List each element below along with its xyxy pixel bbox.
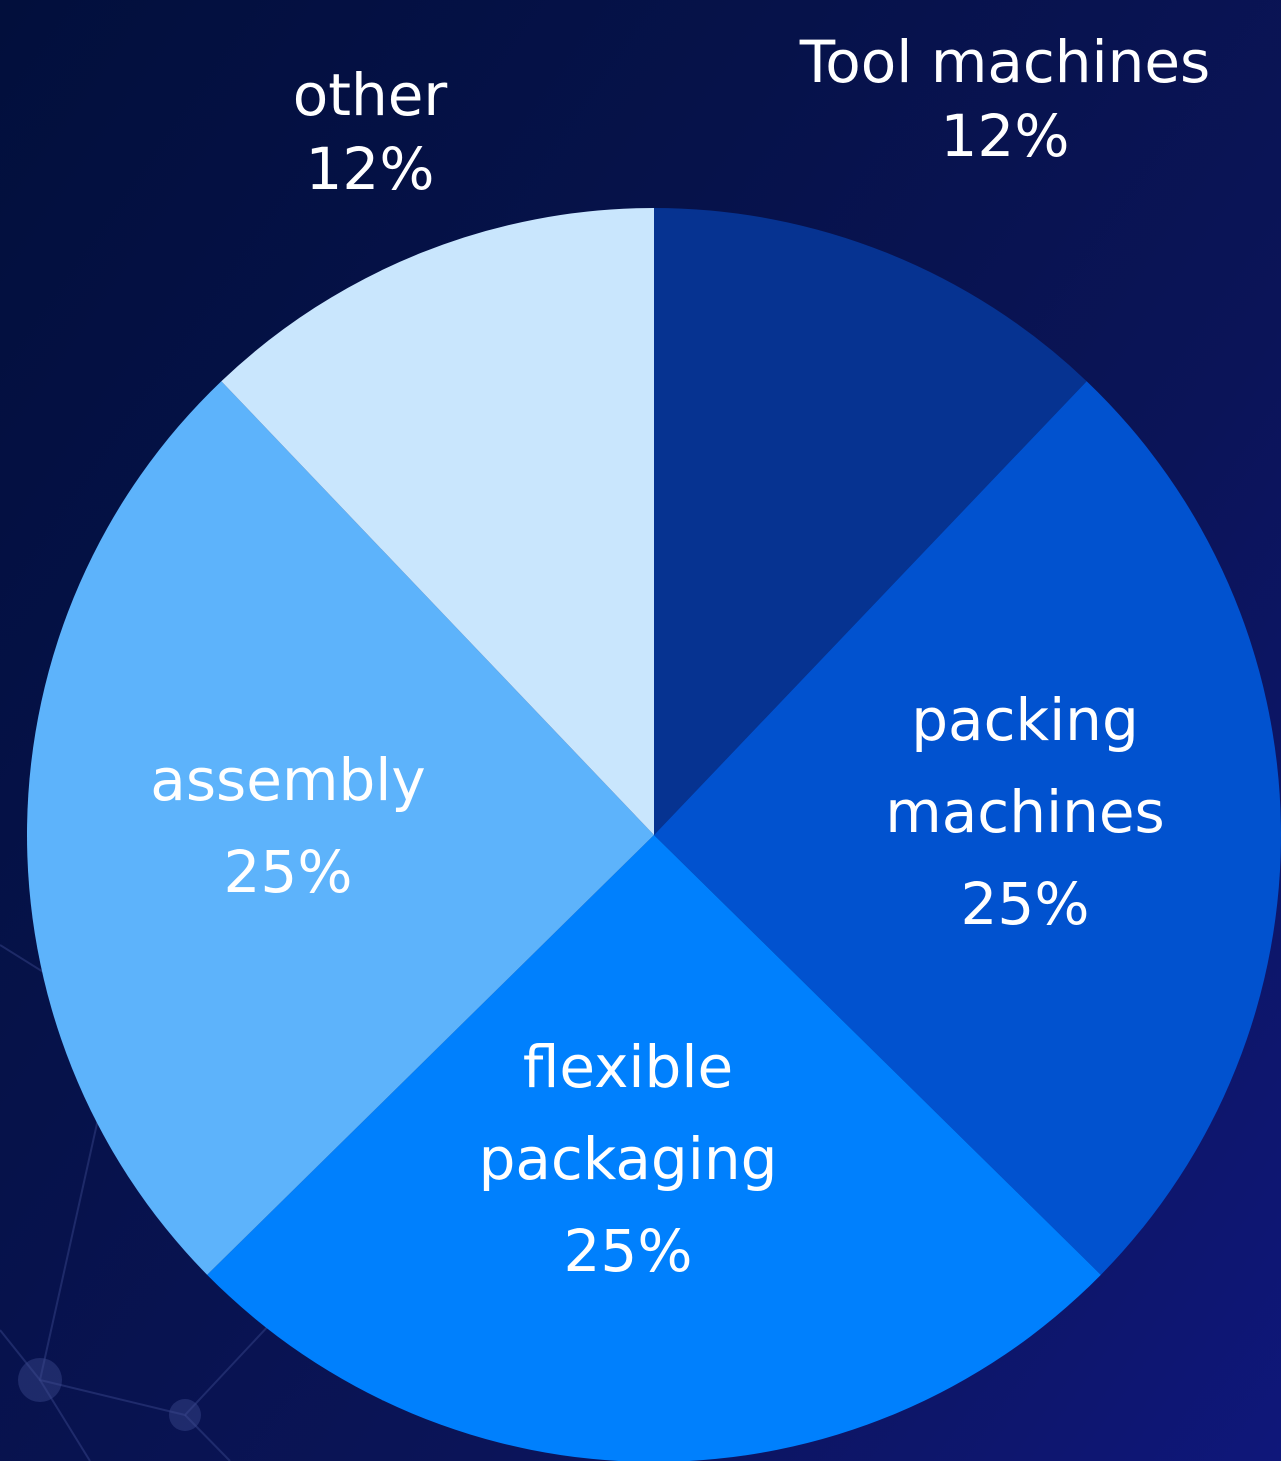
slice-category-label: machines: [885, 778, 1164, 846]
slice-value-label: 12%: [306, 135, 435, 203]
slice-value-label: 25%: [961, 870, 1090, 938]
slice-label-other: other 12%: [293, 61, 448, 203]
pie-slice-packing-machines: [654, 381, 1281, 1275]
slice-label-tool-machines: Tool machines 12%: [799, 28, 1211, 170]
slice-value-label: 25%: [224, 838, 353, 906]
slice-label-packing-machines: packing machines 25%: [885, 686, 1164, 938]
slice-category-label: flexible: [523, 1033, 733, 1101]
slice-category-label: packaging: [479, 1125, 778, 1193]
pie-labels: Tool machines 12%packing machines 25%flexib…: [150, 28, 1210, 1285]
slice-category-label: assembly: [150, 746, 425, 814]
pie-slice-tool-machines: [654, 208, 1087, 835]
pie-slice-other: [221, 208, 654, 835]
slice-category-label: Tool machines: [799, 28, 1211, 96]
slice-value-label: 12%: [941, 102, 1070, 170]
slice-value-label: 25%: [564, 1217, 693, 1285]
slice-category-label: other: [293, 61, 448, 129]
slice-label-flexible-packaging: flexible packaging 25%: [479, 1033, 778, 1285]
slice-category-label: packing: [911, 686, 1139, 754]
slice-label-assembly: assembly 25%: [150, 746, 425, 906]
pie-slice-flexible-packaging: [207, 835, 1101, 1461]
pie-slice-assembly: [27, 381, 655, 1275]
pie-slices: [27, 208, 1281, 1461]
